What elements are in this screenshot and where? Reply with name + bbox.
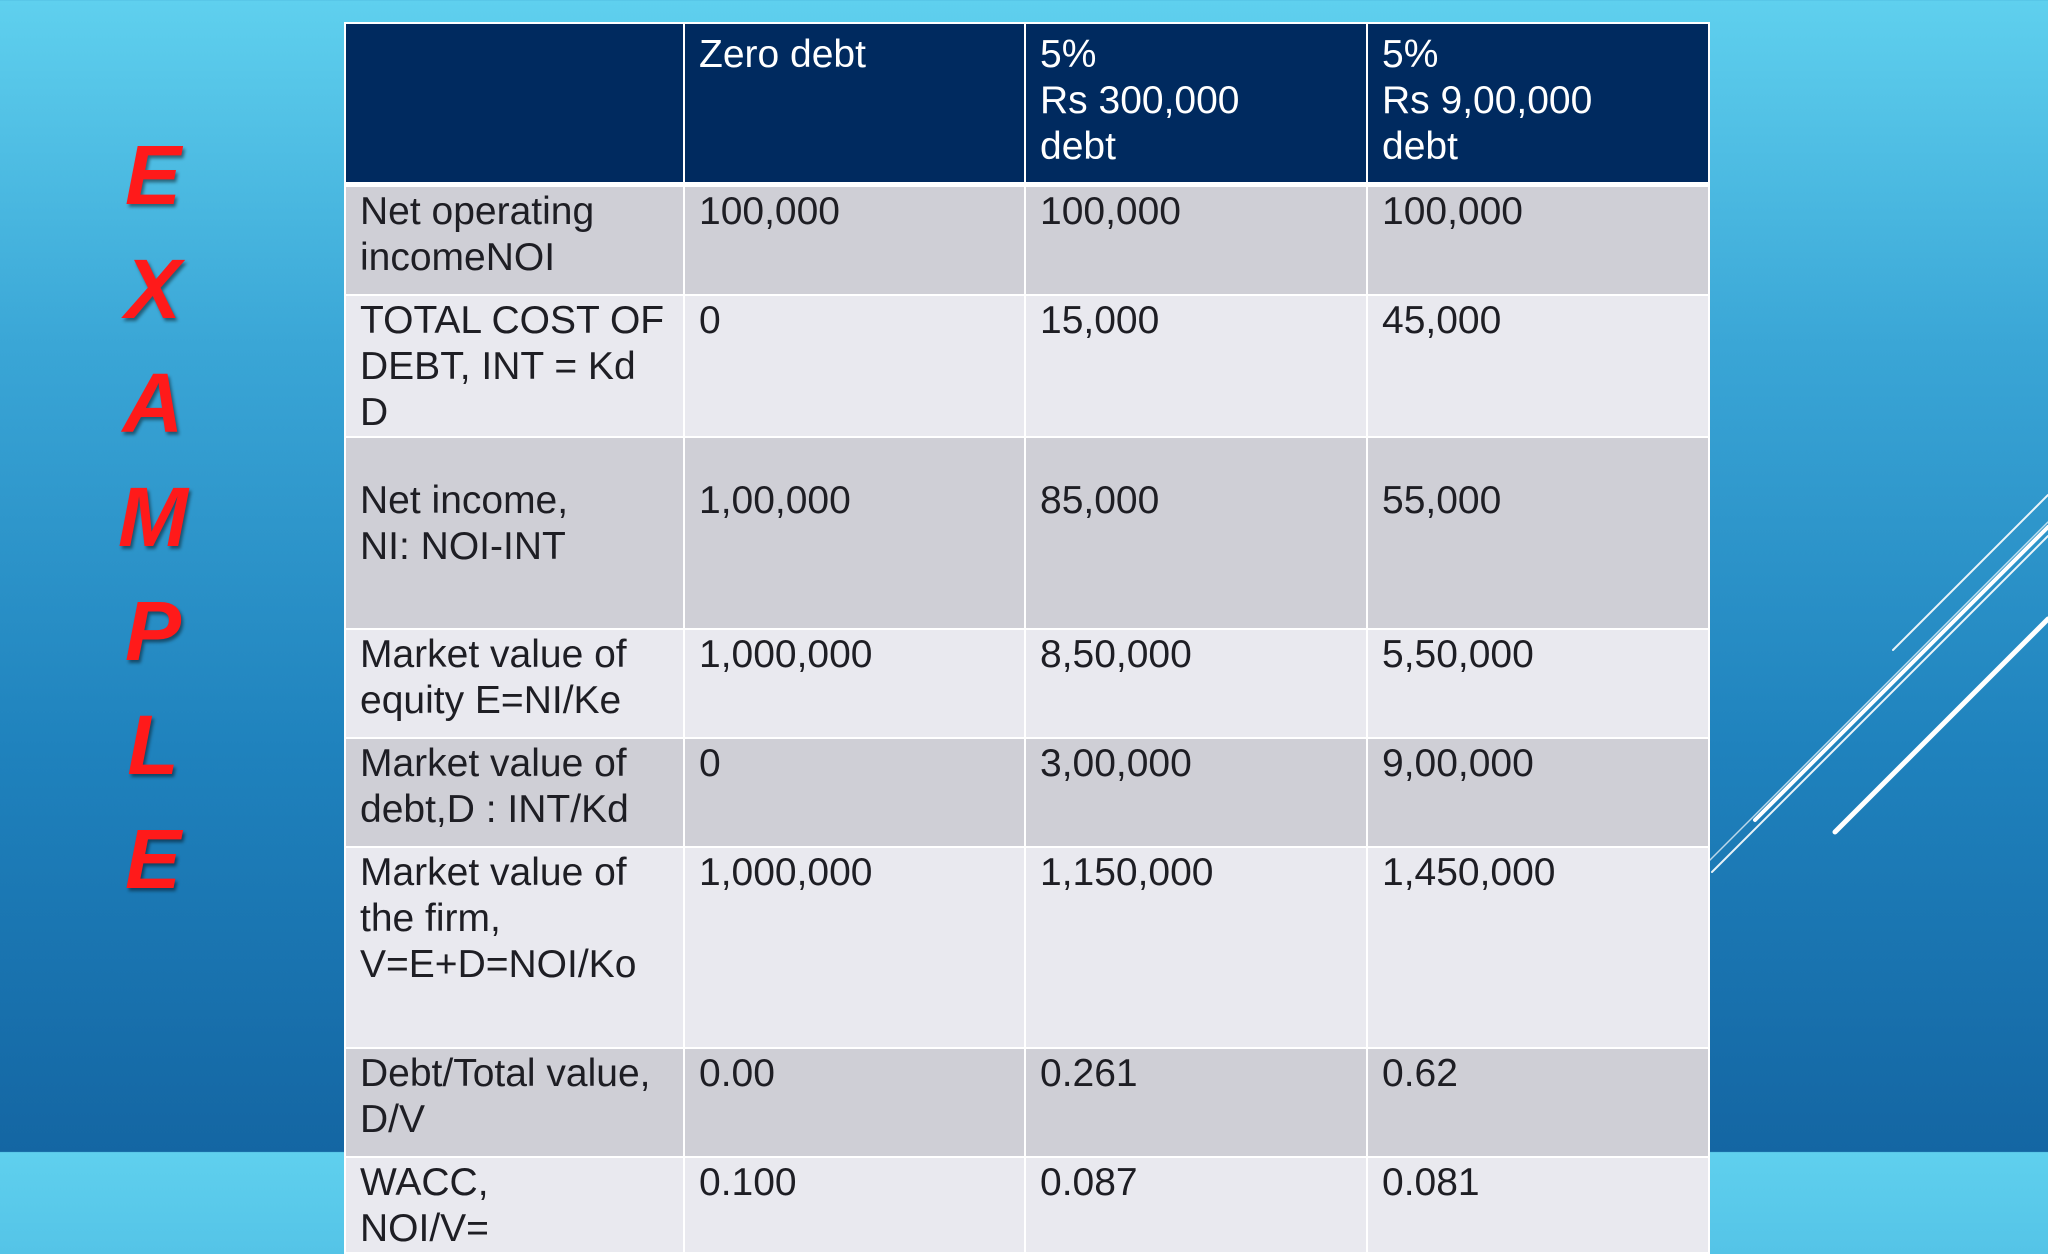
title-letter: L [127, 698, 179, 792]
example-vertical-title: E X A M P L E [118, 118, 188, 916]
table-row: Market value of debt,D : INT/Kd 0 3,00,0… [344, 737, 1710, 848]
title-letter: M [118, 470, 188, 564]
table-cell: 3,00,000 [1024, 737, 1368, 848]
row-label: Market value of the firm, V=E+D=NOI/Ko [344, 846, 685, 1049]
table-row: WACC, NOI/V= 0.100 0.087 0.081 [344, 1156, 1710, 1254]
table-row: TOTAL COST OF DEBT, INT = Kd D 0 15,000 … [344, 294, 1710, 438]
table-cell: 1,00,000 [683, 436, 1026, 630]
table-row: Net income, NI: NOI-INT 1,00,000 85,000 … [344, 436, 1710, 630]
header-cell-300000-debt: 5% Rs 300,000 debt [1024, 22, 1368, 187]
row-label: Market value of debt,D : INT/Kd [344, 737, 685, 848]
table-cell: 0.081 [1366, 1156, 1710, 1254]
table-cell: 9,00,000 [1366, 737, 1710, 848]
title-letter: X [124, 242, 182, 336]
table-row: Debt/Total value, D/V 0.00 0.261 0.62 [344, 1047, 1710, 1158]
title-letter: E [124, 812, 182, 906]
title-letter: E [124, 128, 182, 222]
row-label: Net operating incomeNOI [344, 183, 685, 296]
table-cell: 8,50,000 [1024, 628, 1368, 739]
row-label: Net income, NI: NOI-INT [344, 436, 685, 630]
title-letter: A [122, 356, 184, 450]
table-cell: 55,000 [1366, 436, 1710, 630]
row-label: Market value of equity E=NI/Ke [344, 628, 685, 739]
table-cell: 0.087 [1024, 1156, 1368, 1254]
table-cell: 100,000 [1366, 183, 1710, 296]
table-cell: 100,000 [683, 183, 1026, 296]
table-row: Market value of equity E=NI/Ke 1,000,000… [344, 628, 1710, 739]
table-cell: 15,000 [1024, 294, 1368, 438]
capital-structure-table: Zero debt 5% Rs 300,000 debt 5% Rs 9,00,… [344, 22, 1710, 1254]
table-cell: 100,000 [1024, 183, 1368, 296]
table-cell: 85,000 [1024, 436, 1368, 630]
row-label: WACC, NOI/V= [344, 1156, 685, 1254]
table-cell: 1,000,000 [683, 628, 1026, 739]
table-row: Net operating incomeNOI 100,000 100,000 … [344, 183, 1710, 296]
table-cell: 45,000 [1366, 294, 1710, 438]
title-letter: P [124, 584, 182, 678]
table-cell: 1,450,000 [1366, 846, 1710, 1049]
header-cell-zero-debt: Zero debt [683, 22, 1026, 187]
row-label: Debt/Total value, D/V [344, 1047, 685, 1158]
table-cell: 0.62 [1366, 1047, 1710, 1158]
header-cell-900000-debt: 5% Rs 9,00,000 debt [1366, 22, 1710, 187]
table-cell: 5,50,000 [1366, 628, 1710, 739]
table-cell: 0 [683, 737, 1026, 848]
table-cell: 0.100 [683, 1156, 1026, 1254]
table-cell: 0.261 [1024, 1047, 1368, 1158]
table-header-row: Zero debt 5% Rs 300,000 debt 5% Rs 9,00,… [344, 22, 1710, 187]
table-cell: 1,000,000 [683, 846, 1026, 1049]
table-cell: 0.00 [683, 1047, 1026, 1158]
header-cell-blank [344, 22, 685, 187]
table-cell: 1,150,000 [1024, 846, 1368, 1049]
row-label: TOTAL COST OF DEBT, INT = Kd D [344, 294, 685, 438]
table-cell: 0 [683, 294, 1026, 438]
table-row: Market value of the firm, V=E+D=NOI/Ko 1… [344, 846, 1710, 1049]
